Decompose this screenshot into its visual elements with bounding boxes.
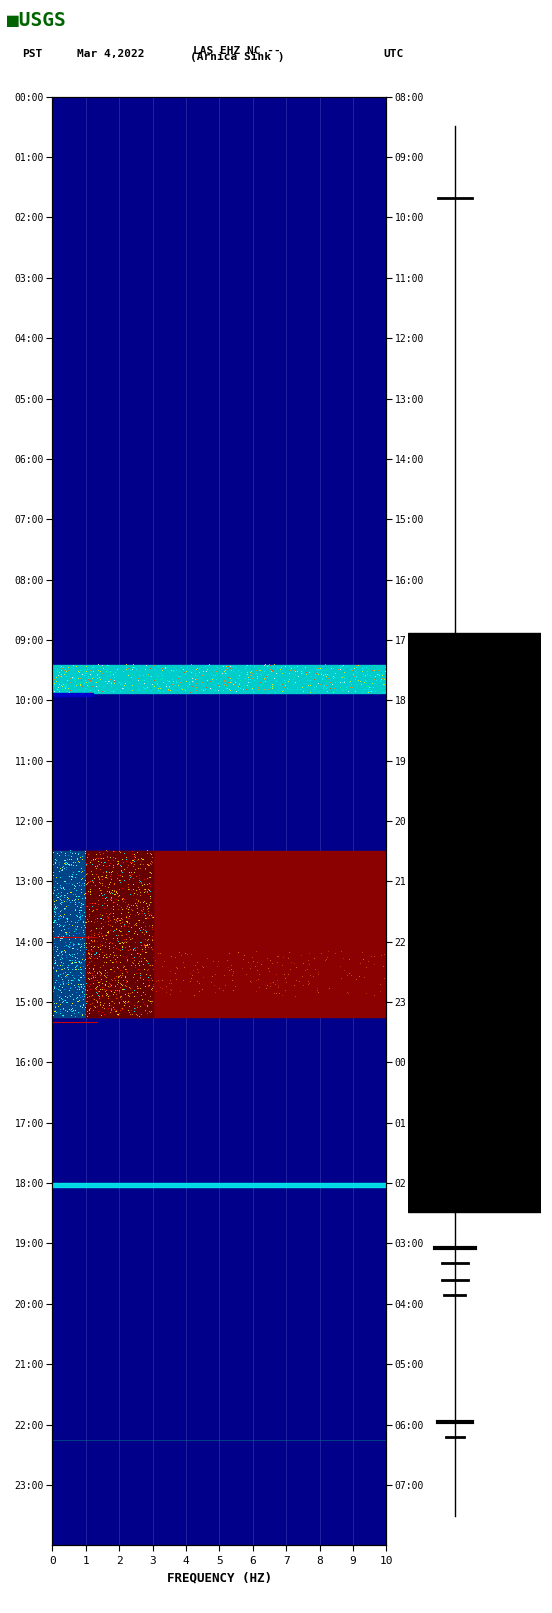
Bar [408, 632, 541, 1211]
Bar [52, 665, 386, 694]
Bar [52, 852, 86, 1018]
Text: (Arnica Sink ): (Arnica Sink ) [190, 52, 285, 63]
Bar [52, 694, 93, 697]
Bar [52, 1184, 386, 1187]
Text: LAS EHZ NC --: LAS EHZ NC -- [194, 45, 281, 56]
Bar [86, 852, 152, 1018]
Text: PST: PST [22, 48, 43, 60]
Text: Mar 4,2022: Mar 4,2022 [77, 48, 145, 60]
Text: UTC: UTC [384, 48, 404, 60]
X-axis label: FREQUENCY (HZ): FREQUENCY (HZ) [167, 1571, 272, 1584]
Bar [52, 852, 386, 1018]
Text: ■USGS: ■USGS [7, 11, 65, 31]
